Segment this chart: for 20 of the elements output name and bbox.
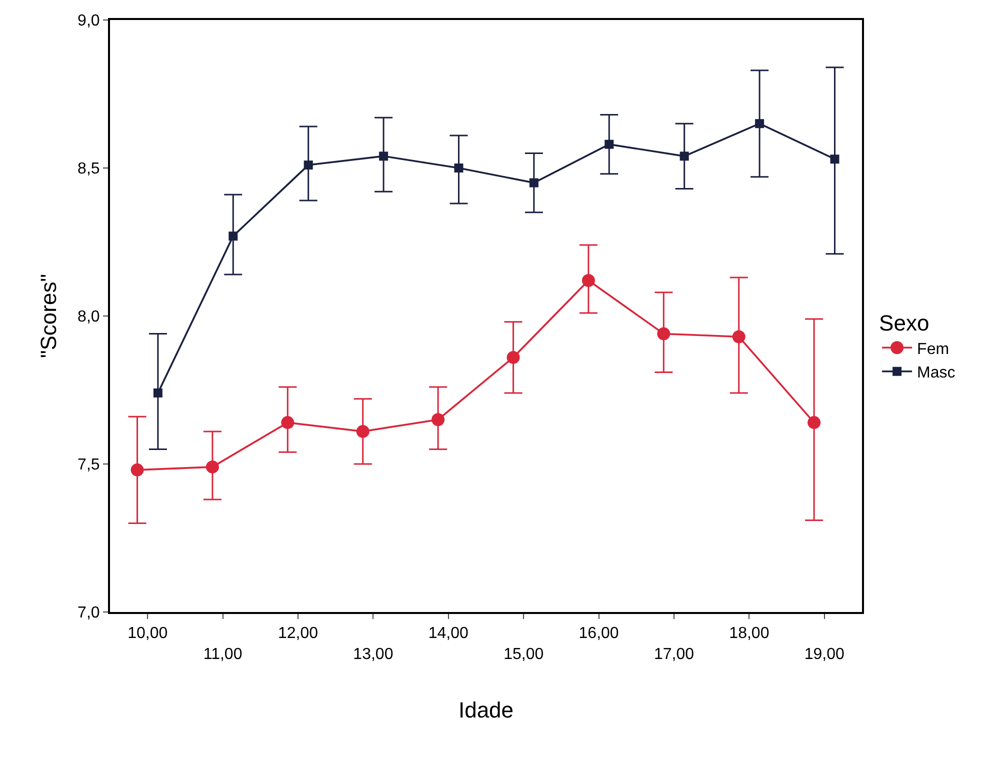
legend-title: Sexo [879, 310, 930, 336]
x-tick-label: 15,00 [504, 646, 544, 663]
y-tick-label: 8,0 [78, 308, 100, 326]
y-tick-label: 8,5 [78, 160, 100, 178]
legend-label: Fem [917, 340, 950, 358]
x-axis-title: Idade [458, 697, 514, 722]
x-tick-label: 17,00 [654, 646, 694, 663]
y-tick-label: 7,0 [78, 604, 100, 622]
legend-label: Masc [917, 364, 956, 382]
x-tick-label: 14,00 [428, 625, 469, 642]
y-axis-title: "Scores" [36, 274, 61, 358]
x-tick-label: 10,00 [128, 625, 168, 642]
x-tick-label: 19,00 [804, 646, 845, 663]
y-tick-label: 9,0 [78, 12, 100, 30]
x-tick-label: 12,00 [278, 625, 318, 642]
x-tick-label: 18,00 [729, 625, 770, 642]
y-tick-label: 7,5 [78, 456, 100, 474]
x-tick-label: 13,00 [353, 646, 394, 663]
x-tick-label: 11,00 [203, 646, 242, 663]
x-tick-label: 16,00 [578, 625, 619, 642]
